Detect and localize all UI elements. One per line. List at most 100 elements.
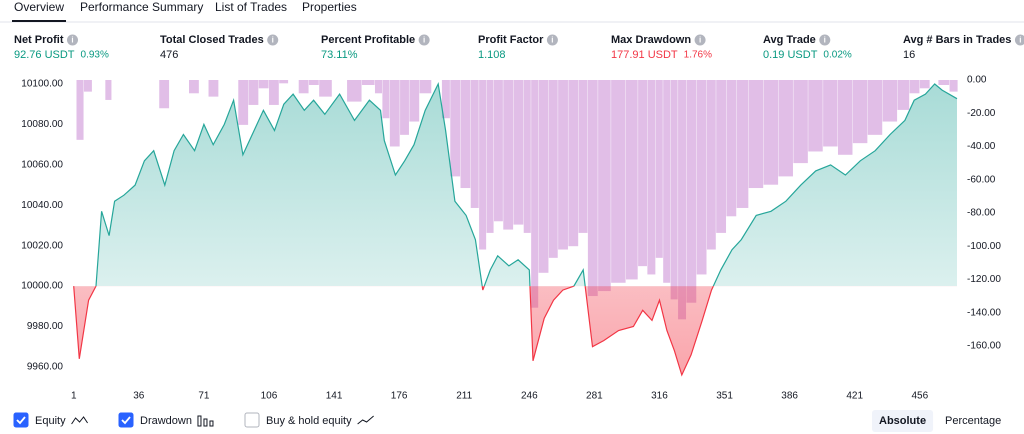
drawdown-bar	[638, 80, 647, 267]
tab[interactable]: List of Trades	[215, 0, 287, 14]
info-icon[interactable]	[418, 34, 430, 46]
info-icon[interactable]	[67, 34, 78, 46]
drawdown-bar	[531, 80, 539, 308]
info-icon[interactable]	[1014, 34, 1024, 46]
drawdown-bar	[76, 80, 84, 140]
y-tick-label: 9960.00	[27, 362, 64, 373]
scale-mode-button[interactable]: Percentage	[938, 410, 1008, 432]
active-tab-underline	[12, 20, 67, 22]
stat-percent: 0.93%	[81, 50, 109, 61]
drawdown-bar	[919, 80, 930, 89]
drawdown-bar	[587, 80, 598, 297]
info-icon-glyph: i	[699, 36, 701, 45]
tab[interactable]: Overview	[14, 0, 64, 14]
toggle-checkbox[interactable]	[118, 412, 134, 428]
toggle-checkbox[interactable]	[244, 412, 260, 428]
info-icon-glyph: i	[1019, 36, 1021, 45]
x-tick-label: 456	[911, 391, 928, 402]
drawdown-bar	[513, 80, 524, 225]
drawdown-bar	[736, 80, 749, 208]
tab[interactable]: Performance Summary	[80, 0, 203, 14]
toggle-label[interactable]: Drawdown	[140, 415, 192, 427]
toggle-checkbox[interactable]	[13, 412, 29, 428]
drawdown-bar	[248, 80, 259, 105]
drawdown-bar	[726, 80, 737, 217]
drawdown-bar	[419, 80, 432, 94]
drawdown-bar	[837, 80, 853, 155]
x-tick-label: 1	[71, 391, 77, 402]
drawdown-bar	[460, 80, 471, 189]
stat-label: Avg Trade	[763, 34, 816, 46]
drawdown-bar	[696, 80, 707, 275]
stat-value: 476	[160, 49, 178, 61]
drawdown-bar	[308, 80, 319, 85]
drawdown-bar	[655, 80, 663, 258]
drawdown-bar	[382, 80, 390, 119]
y-tick-label: 10080.00	[21, 119, 63, 130]
y2-tick-label: -160.00	[967, 341, 1001, 352]
drawdown-bar	[647, 80, 656, 275]
drawdown-bar	[808, 80, 823, 152]
y2-tick-label: -20.00	[967, 108, 996, 119]
drawdown-bar	[686, 80, 697, 303]
drawdown-bar	[503, 80, 514, 230]
drawdown-bar	[279, 80, 289, 84]
drawdown-bar	[238, 80, 249, 125]
drawdown-bar	[159, 80, 170, 109]
checkmark	[16, 416, 26, 425]
toggle-label[interactable]: Buy & hold equity	[266, 415, 352, 427]
drawdown-bars	[76, 80, 958, 320]
equity-area-above	[96, 84, 957, 287]
drawdown-bar	[663, 80, 671, 283]
x-tick-label: 176	[391, 391, 408, 402]
drawdown-bar	[852, 80, 868, 144]
drawdown-bar	[670, 80, 678, 300]
stat-value: 73.11%	[321, 49, 358, 61]
drawdown-bar	[441, 80, 450, 119]
button-label: Percentage	[945, 415, 1001, 427]
y-tick-label: 9980.00	[27, 321, 64, 332]
toggle-icon	[357, 415, 374, 425]
drawdown-bar	[319, 80, 332, 97]
y2-tick-label: -80.00	[967, 208, 996, 219]
x-tick-label: 421	[846, 391, 863, 402]
drawdown-bar	[409, 80, 420, 122]
x-tick-label: 316	[651, 391, 668, 402]
drawdown-bar	[793, 80, 808, 164]
drawdown-bar	[389, 80, 400, 147]
info-icon[interactable]	[546, 34, 558, 46]
info-icon-glyph: i	[824, 36, 826, 45]
info-icon[interactable]	[694, 34, 706, 46]
stat-label: Total Closed Trades	[160, 34, 264, 46]
drawdown-bar	[678, 80, 687, 320]
info-icon[interactable]	[267, 34, 279, 46]
toggle-label[interactable]: Equity	[35, 415, 66, 427]
scale-mode-button[interactable]: Absolute	[872, 410, 934, 432]
stat-label: Percent Profitable	[321, 34, 415, 46]
drawdown-bar	[598, 80, 611, 292]
info-icon-glyph: i	[551, 36, 553, 45]
equity-line-above	[74, 82, 958, 287]
drawdown-bar	[949, 80, 958, 92]
drawdown-bar	[867, 80, 883, 135]
drawdown-bar	[493, 80, 503, 222]
drawdown-bar	[897, 80, 910, 110]
drawdown-bar	[450, 80, 461, 177]
drawdown-bar	[611, 80, 626, 283]
y2-tick-label: -120.00	[967, 274, 1001, 285]
stat-value: 0.19 USDT	[763, 49, 818, 61]
stat-value: 16	[903, 49, 915, 61]
stat-label: Profit Factor	[478, 34, 544, 46]
x-tick-label: 281	[586, 391, 603, 402]
drawdown-bar	[486, 80, 494, 233]
drawdown-bar	[361, 80, 375, 85]
x-tick-label: 106	[261, 391, 278, 402]
x-tick-label: 141	[326, 391, 343, 402]
tab[interactable]: Properties	[302, 0, 357, 14]
x-tick-label: 211	[456, 391, 472, 402]
drawdown-bar	[470, 80, 479, 208]
info-icon[interactable]	[819, 34, 831, 46]
toggle-icon	[197, 415, 214, 427]
drawdown-bar	[558, 80, 568, 250]
